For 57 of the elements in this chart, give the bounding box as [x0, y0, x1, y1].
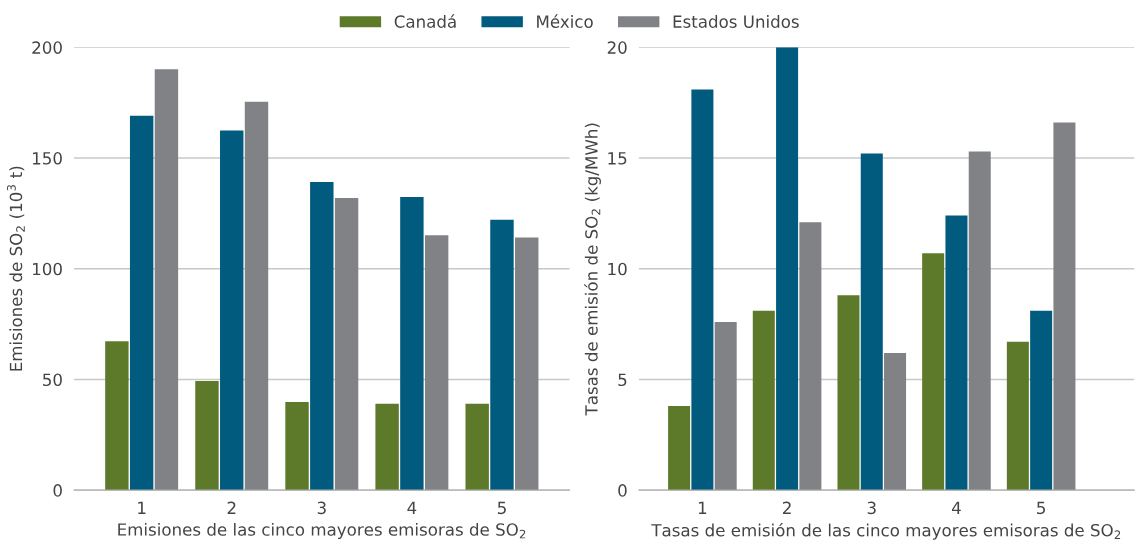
x-tick-label: 3 — [317, 501, 326, 515]
x-axis-title: Emisiones de las cinco mayores emisoras de SO$_{2}$ — [118, 522, 526, 540]
x-tick-label: 2 — [783, 501, 791, 514]
bar — [310, 181, 334, 491]
y-tick-label: 150 — [33, 152, 62, 165]
bar — [799, 222, 822, 491]
bar — [752, 310, 775, 491]
bar — [400, 197, 424, 491]
x-tick-label: 5 — [1037, 501, 1045, 515]
x-tick-label: 1 — [698, 501, 707, 514]
bar — [129, 115, 154, 491]
bar — [668, 406, 691, 491]
bar — [1053, 122, 1076, 491]
bar — [776, 47, 799, 491]
bar — [837, 295, 860, 491]
bar — [154, 69, 179, 491]
y-tick-label: 20 — [607, 41, 627, 54]
bar — [691, 89, 714, 491]
y-tick-label: 0 — [618, 484, 627, 497]
x-tick-label: 5 — [497, 501, 506, 515]
bar — [884, 352, 907, 491]
bar — [515, 237, 539, 491]
x-axis-title: Tasas de emisión de las cinco mayores emisoras de SO$_{2}$ — [651, 522, 1121, 540]
y-axis-title: Emisiones de SO$_{2}$ (10$^{3}$ t) — [6, 166, 25, 371]
bar — [220, 130, 244, 491]
bar — [860, 153, 883, 491]
y-tick-label: 100 — [33, 262, 62, 276]
legend-label: Estados Unidos — [673, 15, 799, 28]
y-tick-label: 0 — [53, 484, 62, 497]
bar — [945, 215, 968, 491]
x-tick-label: 2 — [227, 501, 236, 514]
bar — [490, 219, 514, 491]
bar — [714, 321, 737, 491]
bar — [105, 341, 129, 491]
bar — [244, 101, 269, 491]
x-tick-label: 4 — [407, 501, 417, 514]
bar — [465, 403, 489, 491]
y-axis-title: Tasas de emisión de SO$_{2}$ (kg/MWh) — [584, 123, 601, 416]
y-tick-label: 50 — [43, 373, 62, 387]
legend-label: México — [537, 14, 593, 28]
y-tick-label: 200 — [32, 41, 62, 54]
bar — [922, 253, 945, 491]
bar — [195, 381, 219, 491]
bar — [968, 151, 991, 491]
bar — [1030, 310, 1053, 491]
x-tick-label: 3 — [867, 501, 876, 515]
x-tick-label: 1 — [138, 501, 146, 514]
bar — [285, 402, 309, 491]
bar — [334, 197, 359, 491]
legend-label: Canadá — [394, 14, 456, 28]
y-tick-label: 15 — [608, 152, 627, 165]
y-tick-label: 10 — [608, 262, 627, 276]
y-tick-label: 5 — [618, 373, 627, 387]
bar — [1006, 341, 1029, 491]
x-tick-label: 4 — [951, 501, 961, 514]
bar — [424, 235, 449, 491]
bar — [375, 403, 399, 491]
